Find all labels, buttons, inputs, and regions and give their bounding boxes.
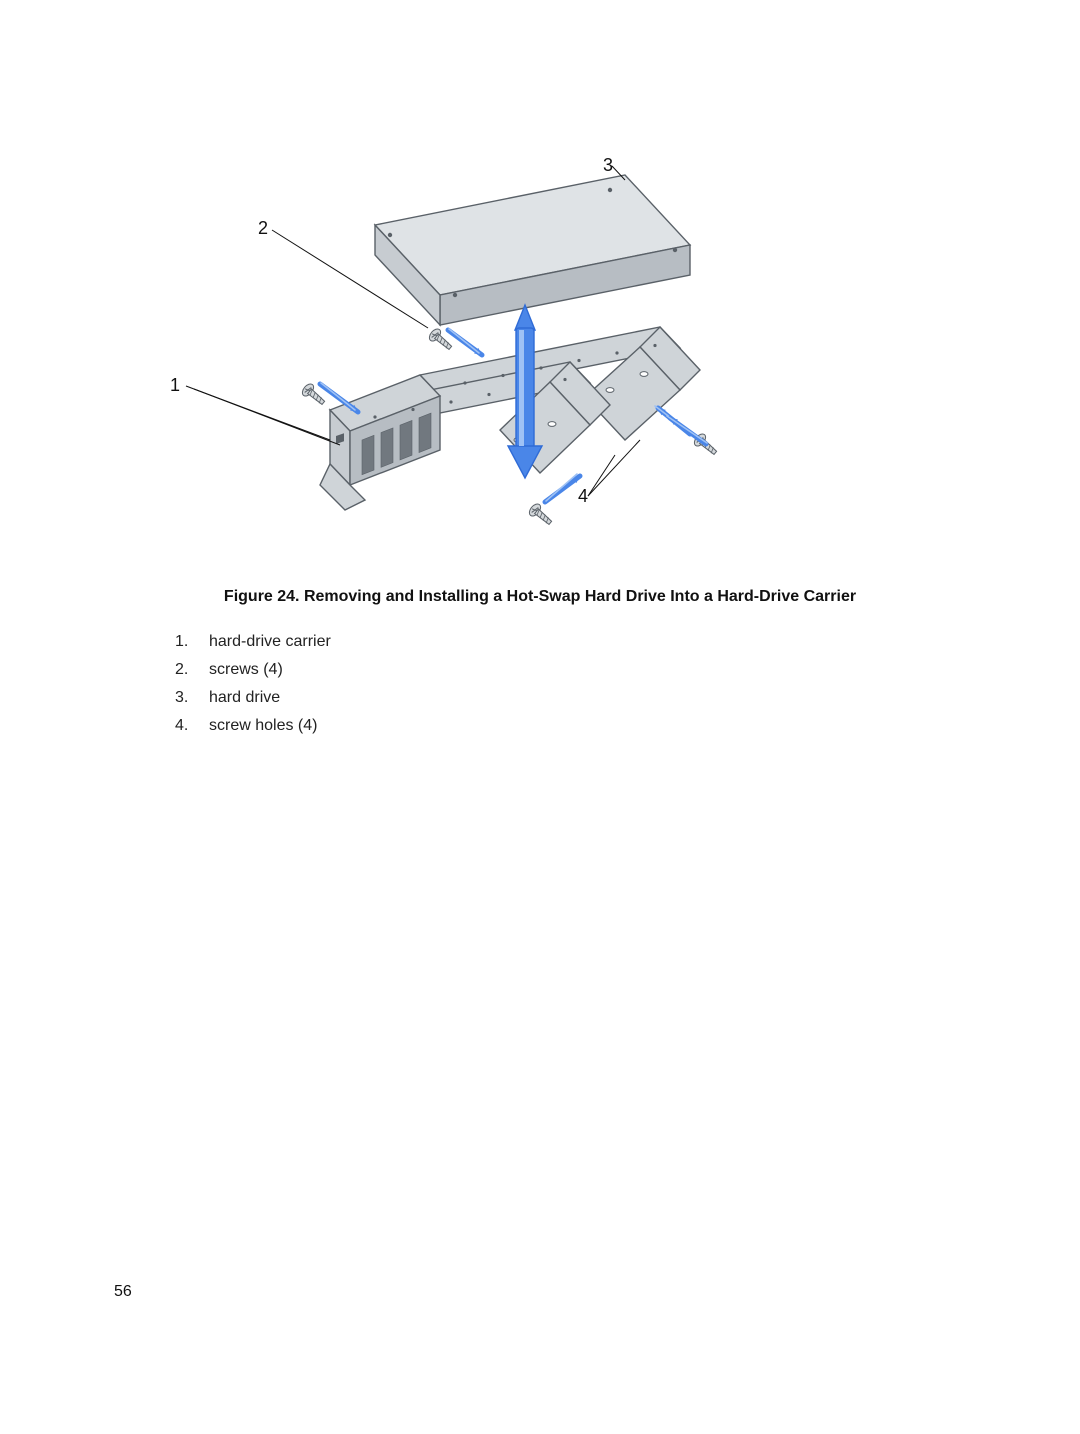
legend-item-number: 3.: [175, 684, 209, 712]
figure-legend: 1. hard-drive carrier 2. screws (4) 3. h…: [175, 628, 331, 740]
callout-label-1: 1: [170, 375, 180, 396]
legend-item: 4. screw holes (4): [175, 712, 331, 740]
legend-item-text: screws (4): [209, 656, 283, 684]
legend-item: 1. hard-drive carrier: [175, 628, 331, 656]
callout-label-2: 2: [258, 218, 268, 239]
figure-caption: Figure 24. Removing and Installing a Hot…: [170, 588, 910, 606]
legend-item-number: 2.: [175, 656, 209, 684]
legend-item: 2. screws (4): [175, 656, 331, 684]
legend-item-number: 4.: [175, 712, 209, 740]
legend-item-number: 1.: [175, 628, 209, 656]
hard-drive-carrier-diagram: [180, 140, 830, 570]
figure-diagram: 1 2 3 4: [180, 140, 830, 570]
legend-item: 3. hard drive: [175, 684, 331, 712]
callout-label-3: 3: [603, 155, 613, 176]
page-number: 56: [114, 1283, 132, 1301]
callout-label-4: 4: [578, 486, 588, 507]
legend-item-text: hard-drive carrier: [209, 628, 331, 656]
document-page: 1 2 3 4 Figure 24. Removing and Installi…: [0, 0, 1080, 1434]
legend-item-text: hard drive: [209, 684, 280, 712]
legend-item-text: screw holes (4): [209, 712, 317, 740]
